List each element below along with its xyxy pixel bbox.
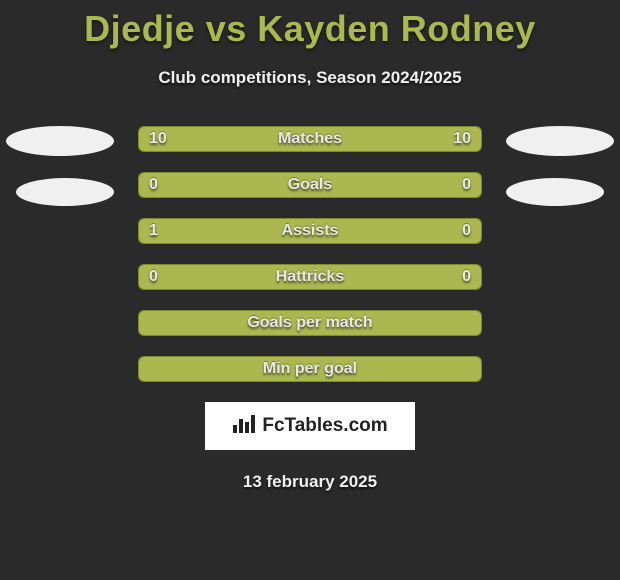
bar-chart-icon (232, 413, 256, 439)
page-title: Djedje vs Kayden Rodney (0, 0, 620, 50)
stat-label: Matches (139, 127, 481, 151)
player-right-photo-2 (506, 178, 604, 206)
stat-row: Goals per match (138, 310, 482, 336)
bars-container: 1010Matches 00Goals 10Assists 00Hattricks Go… (138, 126, 482, 382)
page-subtitle: Club competitions, Season 2024/2025 (0, 68, 620, 88)
player-left-photo (6, 126, 114, 156)
stat-label: Hattricks (139, 265, 481, 289)
stat-row: Min per goal (138, 356, 482, 382)
player-left-photo-2 (16, 178, 114, 206)
stat-row: 00Goals (138, 172, 482, 198)
stat-row: 1010Matches (138, 126, 482, 152)
comparison-chart: 1010Matches 00Goals 10Assists 00Hattricks Go… (0, 126, 620, 492)
fctables-logo: FcTables.com (205, 402, 415, 450)
stat-label: Min per goal (139, 357, 481, 381)
date-label: 13 february 2025 (0, 472, 620, 492)
stat-label: Assists (139, 219, 481, 243)
stat-row: 10Assists (138, 218, 482, 244)
player-right-photo (506, 126, 614, 156)
logo-text: FcTables.com (262, 415, 387, 437)
stat-label: Goals per match (139, 311, 481, 335)
stat-label: Goals (139, 173, 481, 197)
stat-row: 00Hattricks (138, 264, 482, 290)
